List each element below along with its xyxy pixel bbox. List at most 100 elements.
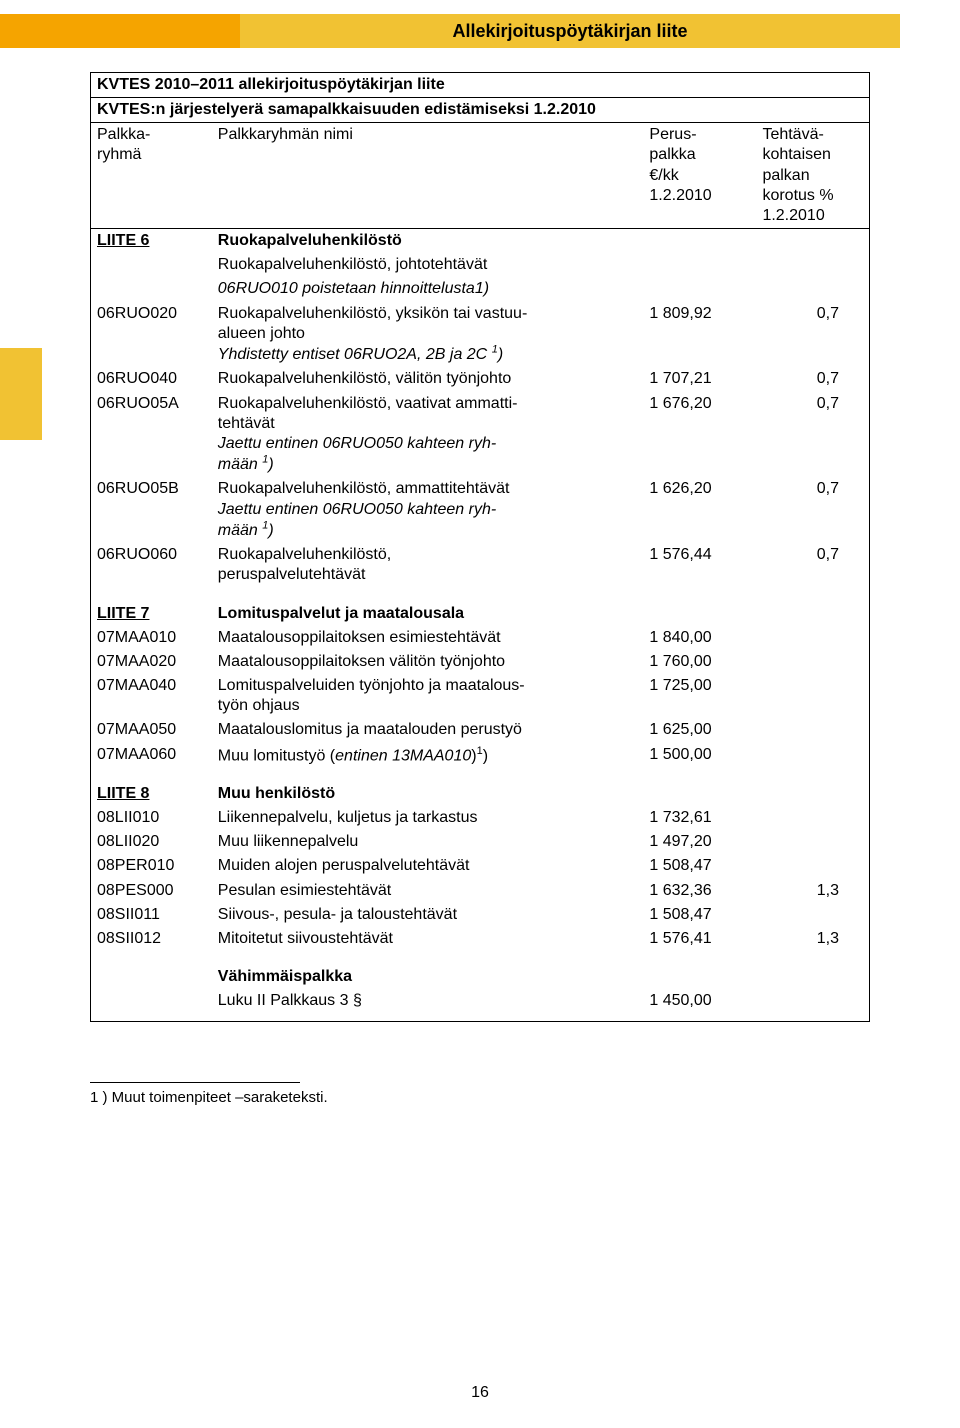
- table-row: 06RUO060 Ruokapalveluhenkilöstö,peruspal…: [91, 543, 870, 587]
- minwage-title: Vähimmäispalkka: [212, 965, 644, 989]
- row-value: 1 576,41: [643, 927, 756, 951]
- liite6-intro1: Ruokapalveluhenkilöstö, johtotehtävät: [212, 253, 644, 277]
- row-code: 07MAA040: [91, 674, 212, 718]
- row-name: Muu lomitustyö (entinen 13MAA010)1): [212, 743, 644, 768]
- row-code: 08LII020: [91, 830, 212, 854]
- row-pct: [756, 743, 869, 768]
- row-value: 1 632,36: [643, 879, 756, 903]
- minwage-line: Luku II Palkkaus 3 §: [212, 989, 644, 1013]
- row-value: 1 725,00: [643, 674, 756, 718]
- row-value: 1 500,00: [643, 743, 756, 768]
- table-title: KVTES 2010–2011 allekirjoituspöytäkirjan…: [91, 73, 870, 98]
- header-title: Allekirjoituspöytäkirjan liite: [240, 14, 900, 48]
- row-code: 06RUO060: [91, 543, 212, 587]
- row-name: Muu liikennepalvelu: [212, 830, 644, 854]
- row-pct: [756, 806, 869, 830]
- row-code: 08LII010: [91, 806, 212, 830]
- row-code: 08PER010: [91, 854, 212, 878]
- row-value: 1 809,92: [643, 302, 756, 368]
- row-name: Muiden alojen peruspalvelutehtävät: [212, 854, 644, 878]
- left-yellow-tab: [0, 348, 42, 440]
- row-pct: [756, 626, 869, 650]
- row-name: Mitoitetut siivoustehtävät: [212, 927, 644, 951]
- row-pct: [756, 650, 869, 674]
- row-pct: [756, 903, 869, 927]
- row-code: 07MAA050: [91, 718, 212, 742]
- table-row: 07MAA010 Maatalousoppilaitoksen esimiest…: [91, 626, 870, 650]
- row-pct: [756, 718, 869, 742]
- table-row: 08SII011 Siivous-, pesula- ja talousteht…: [91, 903, 870, 927]
- row-name: Ruokapalveluhenkilöstö, yksikön tai vast…: [212, 302, 644, 368]
- col-header-value: Perus- palkka €/kk 1.2.2010: [643, 123, 756, 229]
- row-pct: [756, 854, 869, 878]
- row-value: 1 732,61: [643, 806, 756, 830]
- liite8-title: Muu henkilöstö: [218, 785, 335, 802]
- row-pct: 1,3: [756, 879, 869, 903]
- row-name: Siivous-, pesula- ja taloustehtävät: [212, 903, 644, 927]
- table-subtitle: KVTES:n järjestelyerä samapalkkaisuuden …: [91, 98, 870, 123]
- table-row: 07MAA020 Maatalousoppilaitoksen välitön …: [91, 650, 870, 674]
- row-pct: 0,7: [756, 543, 869, 587]
- liite6-code: LIITE 6: [97, 232, 149, 249]
- row-code: 07MAA010: [91, 626, 212, 650]
- row-pct: 0,7: [756, 302, 869, 368]
- row-pct: 0,7: [756, 367, 869, 391]
- table-row: 08SII012 Mitoitetut siivoustehtävät 1 57…: [91, 927, 870, 951]
- row-name: Ruokapalveluhenkilöstö,peruspalvelutehtä…: [212, 543, 644, 587]
- row-value: 1 676,20: [643, 392, 756, 478]
- header-right-gap: [900, 14, 960, 48]
- liite8-code: LIITE 8: [97, 785, 149, 802]
- row-code: 07MAA020: [91, 650, 212, 674]
- row-value: 1 508,47: [643, 854, 756, 878]
- salary-table: KVTES 2010–2011 allekirjoituspöytäkirjan…: [90, 72, 870, 1022]
- table-row: 08PER010 Muiden alojen peruspalvelutehtä…: [91, 854, 870, 878]
- row-code: 06RUO05B: [91, 477, 212, 543]
- liite6-title: Ruokapalveluhenkilöstö: [218, 232, 402, 249]
- row-pct: 0,7: [756, 477, 869, 543]
- row-code: 06RUO020: [91, 302, 212, 368]
- table-row: 06RUO040 Ruokapalveluhenkilöstö, välitön…: [91, 367, 870, 391]
- row-pct: [756, 830, 869, 854]
- table-row: 07MAA050 Maatalouslomitus ja maatalouden…: [91, 718, 870, 742]
- row-pct: 1,3: [756, 927, 869, 951]
- liite6-intro2: 06RUO010 poistetaan hinnoittelusta1): [212, 277, 644, 301]
- row-pct: 0,7: [756, 392, 869, 478]
- row-name: Ruokapalveluhenkilöstö, vaativat ammatti…: [212, 392, 644, 478]
- row-pct: [756, 674, 869, 718]
- col-header-code: Palkka-ryhmä: [91, 123, 212, 229]
- row-name: Maatalouslomitus ja maatalouden perustyö: [212, 718, 644, 742]
- row-code: 06RUO05A: [91, 392, 212, 478]
- row-code: 07MAA060: [91, 743, 212, 768]
- table-row: 07MAA060 Muu lomitustyö (entinen 13MAA01…: [91, 743, 870, 768]
- row-value: 1 707,21: [643, 367, 756, 391]
- table-row: 06RUO05B Ruokapalveluhenkilöstö, ammatti…: [91, 477, 870, 543]
- table-row: 06RUO05A Ruokapalveluhenkilöstö, vaativa…: [91, 392, 870, 478]
- row-code: 08SII011: [91, 903, 212, 927]
- content-area: KVTES 2010–2011 allekirjoituspöytäkirjan…: [90, 72, 870, 1022]
- row-name: Ruokapalveluhenkilöstö, ammattitehtävätJ…: [212, 477, 644, 543]
- row-name: Maatalousoppilaitoksen esimiestehtävät: [212, 626, 644, 650]
- row-code: 08SII012: [91, 927, 212, 951]
- minwage-value: 1 450,00: [643, 989, 756, 1013]
- row-value: 1 626,20: [643, 477, 756, 543]
- footnote-block: 1 ) Muut toimenpiteet –saraketeksti.: [90, 1082, 870, 1106]
- row-value: 1 840,00: [643, 626, 756, 650]
- table-row: 08PES000 Pesulan esimiestehtävät 1 632,3…: [91, 879, 870, 903]
- row-name: Maatalousoppilaitoksen välitön työnjohto: [212, 650, 644, 674]
- table-row: 08LII010 Liikennepalvelu, kuljetus ja ta…: [91, 806, 870, 830]
- col-header-pct: Tehtävä- kohtaisen palkan korotus % 1.2.…: [756, 123, 869, 229]
- row-value: 1 576,44: [643, 543, 756, 587]
- row-name: Ruokapalveluhenkilöstö, välitön työnjoht…: [212, 367, 644, 391]
- row-name: Lomituspalveluiden työnjohto ja maatalou…: [212, 674, 644, 718]
- header-orange-block: [0, 14, 240, 48]
- table-row: 06RUO020 Ruokapalveluhenkilöstö, yksikön…: [91, 302, 870, 368]
- row-code: 08PES000: [91, 879, 212, 903]
- row-value: 1 625,00: [643, 718, 756, 742]
- table-row: 07MAA040 Lomituspalveluiden työnjohto ja…: [91, 674, 870, 718]
- header-bar: Allekirjoituspöytäkirjan liite: [0, 14, 960, 48]
- liite7-title: Lomituspalvelut ja maatalousala: [218, 605, 464, 622]
- row-value: 1 497,20: [643, 830, 756, 854]
- row-code: 06RUO040: [91, 367, 212, 391]
- liite7-code: LIITE 7: [97, 605, 149, 622]
- footnote-rule: [90, 1082, 300, 1083]
